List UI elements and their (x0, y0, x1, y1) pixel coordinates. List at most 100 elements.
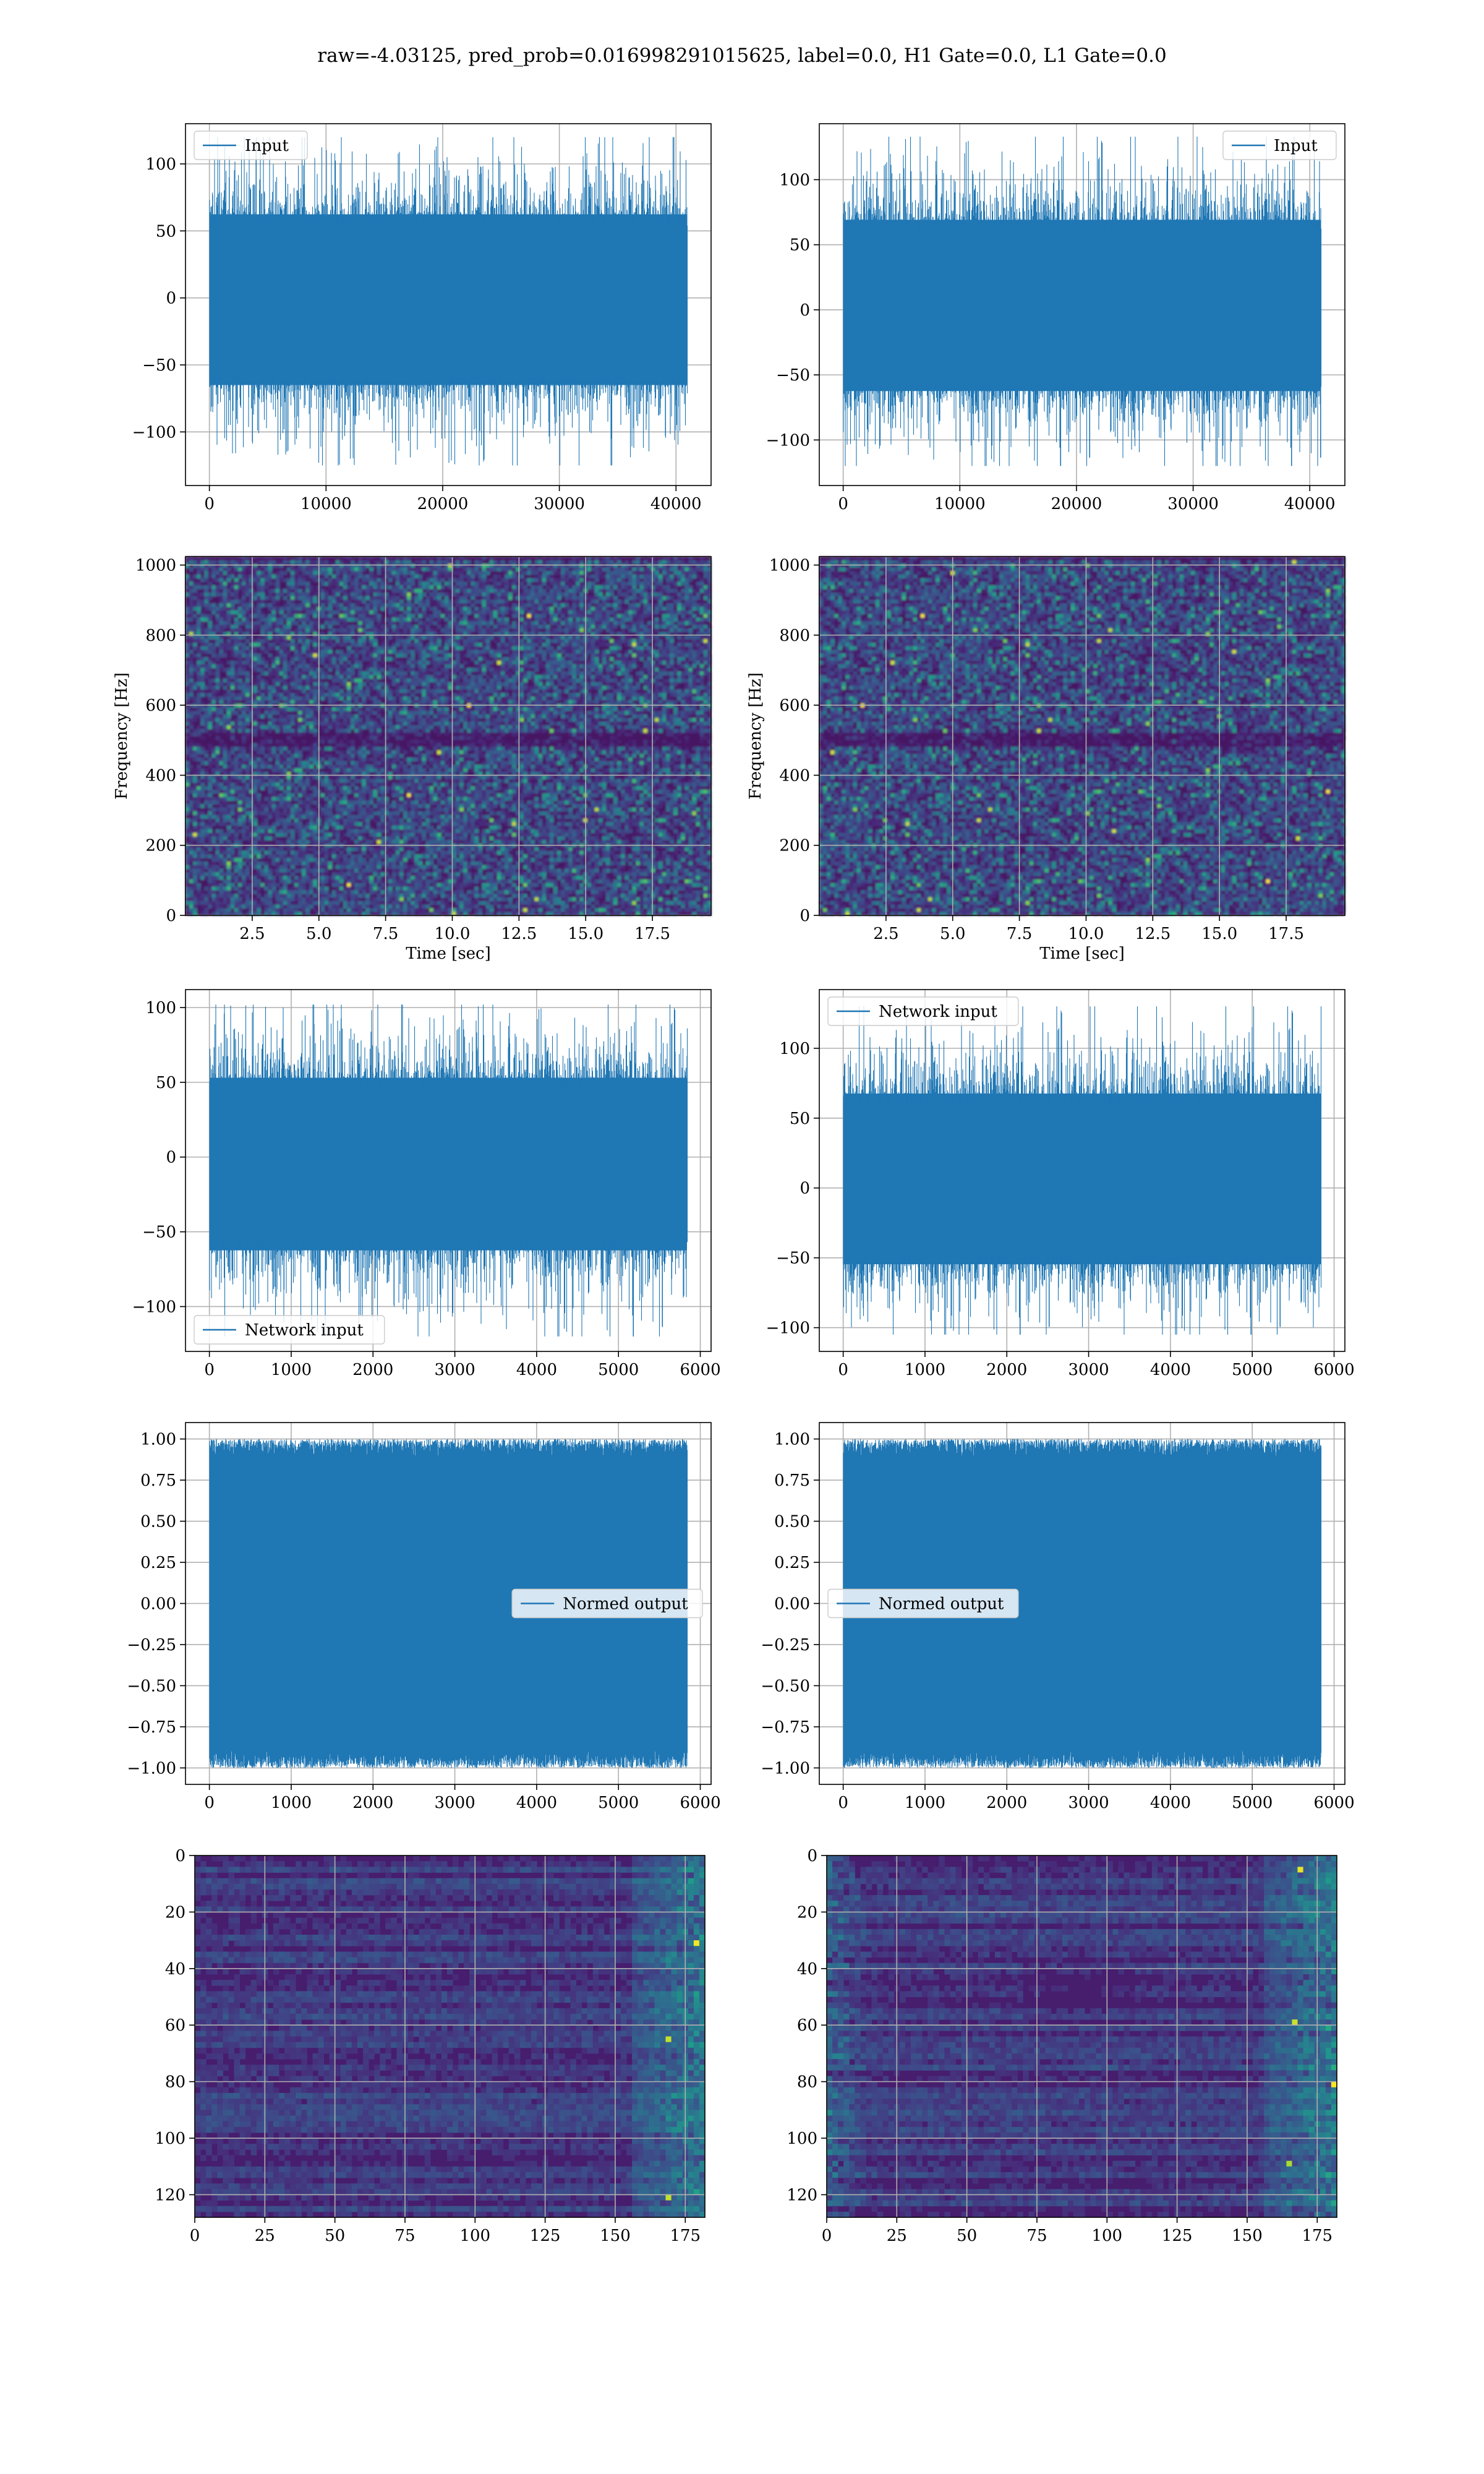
legend-label: Normed output (879, 1595, 1004, 1614)
feature-map-image (195, 1856, 706, 2218)
x-tick-label: 4000 (516, 1361, 557, 1379)
y-tick-label: 0 (800, 1179, 810, 1198)
y-tick-label: 1.00 (774, 1431, 810, 1449)
y-tick-label: 0.00 (140, 1595, 176, 1614)
x-tick-label: 175 (1302, 2227, 1333, 2245)
x-tick-label: 15.0 (568, 925, 603, 943)
x-tick-label: 10000 (934, 495, 986, 513)
x-tick-label: 25 (255, 2227, 275, 2245)
y-tick-label: 1000 (769, 557, 810, 575)
x-axis-label: Time [sec] (406, 944, 491, 963)
x-tick-label: 0 (190, 2227, 200, 2245)
y-tick-label: 1.00 (140, 1431, 176, 1449)
y-tick-label: 20 (165, 1903, 186, 1922)
x-tick-label: 3000 (1068, 1361, 1109, 1379)
axes-frame (826, 1855, 1337, 2218)
chart-network-right: 0 1000 2000 3000 4000 5000 6000 −100 −50 0 50 100 Ne… (766, 989, 1355, 1379)
y-tick-label: −1.00 (127, 1759, 176, 1778)
x-tick-label: 1000 (271, 1361, 312, 1379)
x-tick-label: 7.5 (1007, 925, 1032, 943)
y-tick-label: 20 (797, 1903, 817, 1922)
y-tick-label: 0 (166, 289, 176, 308)
x-tick-label: 4000 (1150, 1361, 1191, 1379)
y-tick-label: −50 (142, 1223, 176, 1242)
x-tick-label: 3000 (1068, 1794, 1109, 1812)
legend-label: Normed output (563, 1595, 688, 1614)
legend-label: Network input (245, 1321, 364, 1340)
y-tick-label: 60 (165, 2016, 186, 2035)
x-tick-label: 17.5 (1268, 925, 1304, 943)
y-tick-label: 120 (155, 2186, 186, 2204)
legend: Network input (194, 1315, 385, 1345)
chart-input-left: 0 10000 20000 30000 40000 −100 −50 0 50 100 Input (132, 123, 712, 513)
x-tick-label: 3000 (434, 1361, 475, 1379)
y-tick-label: 200 (779, 837, 810, 855)
chart-spectrogram-right: 2.5 5.0 7.5 10.0 12.5 15.0 17.5 0 200 400 600 800 10… (746, 556, 1345, 963)
chart-normed-right: 0 1000 2000 3000 4000 5000 6000 −1.00 −0.75 −0.50… (761, 1422, 1355, 1812)
axes-frame (819, 123, 1345, 486)
x-tick-label: 20000 (417, 495, 469, 513)
x-tick-label: 40000 (1284, 495, 1336, 513)
x-tick-label: 0 (838, 1361, 848, 1379)
y-tick-label: 100 (779, 171, 810, 189)
chart-spectrogram-left: 2.5 5.0 7.5 10.0 12.5 15.0 17.5 0 200 400 600 800 10… (113, 556, 712, 963)
y-tick-label: −1.00 (761, 1759, 810, 1778)
y-tick-label: −0.50 (127, 1677, 176, 1695)
x-tick-label: 10.0 (435, 925, 471, 943)
y-tick-label: −100 (132, 423, 176, 442)
x-tick-label: 6000 (680, 1361, 720, 1379)
x-tick-label: 100 (459, 2227, 490, 2245)
x-tick-label: 2.5 (239, 925, 265, 943)
y-tick-label: 0.50 (774, 1513, 810, 1531)
y-tick-label: 0 (800, 907, 810, 925)
legend-label: Input (245, 137, 289, 155)
legend: Network input (827, 996, 1019, 1026)
y-tick-label: 400 (779, 766, 810, 785)
x-tick-label: 0 (838, 1794, 848, 1812)
x-tick-label: 5.0 (940, 925, 965, 943)
spectrogram-image (186, 557, 712, 916)
x-tick-label: 4000 (1150, 1794, 1191, 1812)
y-tick-label: −0.75 (127, 1718, 176, 1737)
x-tick-label: 4000 (516, 1794, 557, 1812)
y-tick-label: 80 (165, 2073, 186, 2092)
x-tick-label: 0 (204, 1361, 215, 1379)
y-tick-label: 50 (156, 1074, 176, 1092)
y-tick-label: 100 (145, 155, 176, 174)
x-tick-label: 30000 (534, 495, 585, 513)
axes-frame (194, 1855, 706, 2218)
y-tick-label: 80 (797, 2073, 817, 2092)
spectrogram-image (819, 557, 1345, 916)
x-tick-label: 2.5 (873, 925, 898, 943)
y-tick-label: 100 (155, 2129, 186, 2148)
axes-frame (819, 556, 1345, 916)
x-tick-label: 7.5 (373, 925, 398, 943)
x-tick-label: 1000 (905, 1794, 945, 1812)
y-tick-label: 0 (800, 301, 810, 320)
y-tick-label: 0.75 (140, 1471, 176, 1490)
chart-input-right: 0 10000 20000 30000 40000 −100 −50 0 50 100 Input (766, 123, 1345, 513)
y-tick-label: 0 (166, 1149, 176, 1167)
y-tick-label: 100 (779, 1040, 810, 1058)
series-line-network-input (209, 1004, 688, 1337)
legend: Normed output (827, 1588, 1019, 1619)
legend: Input (194, 131, 308, 160)
y-tick-label: 1000 (135, 557, 176, 575)
x-tick-label: 20000 (1051, 495, 1102, 513)
x-tick-label: 10000 (301, 495, 352, 513)
x-tick-label: 5000 (598, 1794, 639, 1812)
x-tick-label: 125 (530, 2227, 561, 2245)
x-tick-label: 5.0 (306, 925, 331, 943)
y-tick-label: 60 (797, 2016, 817, 2035)
y-tick-label: −0.50 (761, 1677, 810, 1695)
y-tick-label: 800 (779, 627, 810, 645)
feature-map-image (827, 1856, 1337, 2218)
x-tick-label: 75 (1026, 2227, 1047, 2245)
x-axis-label: Time [sec] (1039, 944, 1125, 963)
y-tick-label: 0 (166, 907, 176, 925)
x-tick-label: 12.5 (501, 925, 537, 943)
x-tick-label: 75 (394, 2227, 415, 2245)
x-tick-label: 2000 (352, 1361, 393, 1379)
x-tick-label: 0 (204, 495, 215, 513)
